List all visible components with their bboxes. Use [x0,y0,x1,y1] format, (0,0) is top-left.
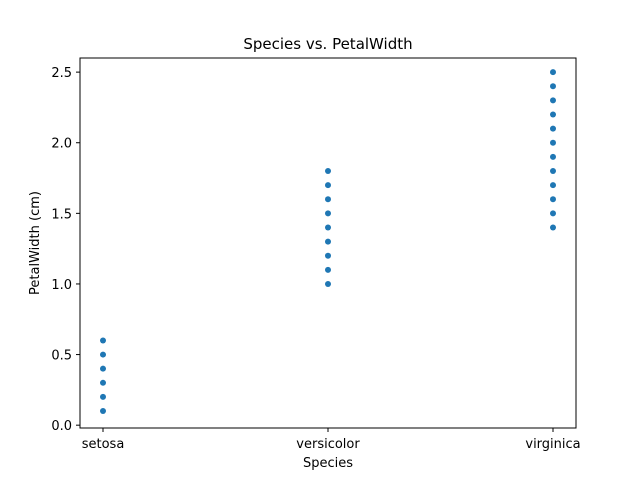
data-point-virginica [550,210,556,217]
data-point-virginica [550,125,556,132]
chart-title: Species vs. PetalWidth [243,35,412,53]
data-points [100,69,556,415]
y-axis-title: PetalWidth (cm) [28,191,43,295]
data-point-versicolor [325,252,331,259]
data-point-setosa [100,379,106,386]
y-tick-label: 0.0 [51,419,72,434]
data-point-virginica [550,224,556,231]
data-point-virginica [550,111,556,118]
data-point-setosa [100,365,106,372]
data-point-virginica [550,153,556,160]
data-point-virginica [550,182,556,189]
y-tick-label: 1.5 [51,207,72,222]
x-tick-label-setosa: setosa [82,437,125,452]
data-point-virginica [550,196,556,203]
data-point-versicolor [325,182,331,189]
data-point-versicolor [325,280,331,287]
data-point-setosa [100,351,106,358]
x-axis-title: Species [303,456,353,471]
y-tick-label: 1.0 [51,278,72,293]
data-point-setosa [100,393,106,400]
data-point-virginica [550,167,556,174]
x-tick-label-virginica: virginica [525,437,580,452]
data-point-versicolor [325,266,331,273]
data-point-versicolor [325,238,331,245]
y-axis: 0.0 0.5 1.0 1.5 2.0 2.5 [51,66,80,434]
data-point-virginica [550,69,556,76]
data-point-versicolor [325,196,331,203]
data-point-versicolor [325,224,331,231]
data-point-virginica [550,97,556,104]
x-tick-label-versicolor: versicolor [296,437,360,452]
data-point-versicolor [325,210,331,217]
data-point-setosa [100,408,106,415]
y-tick-label: 0.5 [51,349,72,364]
data-point-versicolor [325,167,331,174]
data-point-virginica [550,139,556,146]
data-point-virginica [550,83,556,90]
data-point-setosa [100,337,106,344]
y-tick-label: 2.5 [51,66,72,81]
y-tick-label: 2.0 [51,137,72,152]
x-axis: setosa versicolor virginica [82,428,581,452]
